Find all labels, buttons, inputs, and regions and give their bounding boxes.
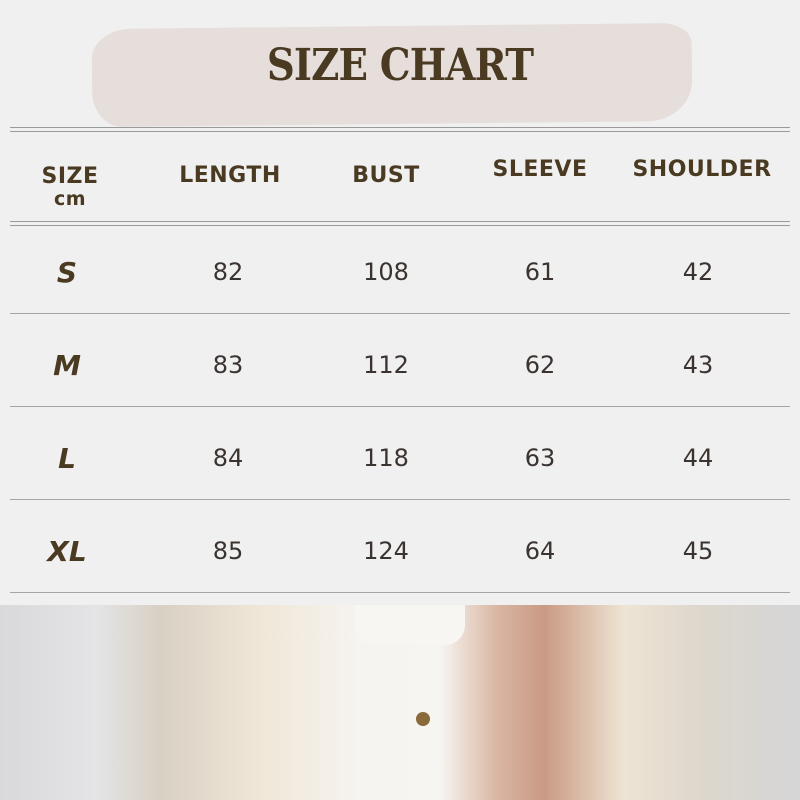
header-unit: cm [53, 188, 87, 210]
cell-size: M [53, 349, 81, 382]
page-title: SIZE CHART [266, 40, 534, 91]
cell-bust: 118 [363, 444, 409, 472]
cell-size: L [58, 442, 76, 475]
header-length: LENGTH [179, 163, 281, 188]
header-shoulder: SHOULDER [632, 157, 772, 182]
cell-shoulder: 43 [682, 351, 714, 379]
header-bottom-divider [10, 221, 790, 226]
header-sleeve: SLEEVE [492, 157, 588, 182]
cell-sleeve: 63 [524, 444, 556, 472]
header-bust: BUST [352, 163, 420, 188]
cell-bust: 124 [363, 537, 409, 565]
row-divider [10, 499, 790, 500]
cell-size: S [56, 256, 78, 289]
cell-sleeve: 64 [524, 537, 556, 565]
cell-size: XL [47, 535, 87, 568]
cell-sleeve: 61 [524, 258, 556, 286]
cell-shoulder: 42 [682, 258, 714, 286]
cell-bust: 108 [363, 258, 409, 286]
header-top-divider [10, 127, 790, 132]
cell-shoulder: 45 [682, 537, 714, 565]
cell-bust: 112 [363, 351, 409, 379]
cell-length: 84 [212, 444, 244, 472]
header-size: SIZE [41, 164, 99, 189]
turtleneck [355, 605, 465, 645]
cell-shoulder: 44 [682, 444, 714, 472]
row-divider [10, 313, 790, 314]
cell-sleeve: 62 [524, 351, 556, 379]
cell-length: 83 [212, 351, 244, 379]
cell-length: 82 [212, 258, 244, 286]
row-divider [10, 406, 790, 407]
cell-length: 85 [212, 537, 244, 565]
row-divider [10, 592, 790, 593]
necklace-pendant [416, 712, 430, 726]
